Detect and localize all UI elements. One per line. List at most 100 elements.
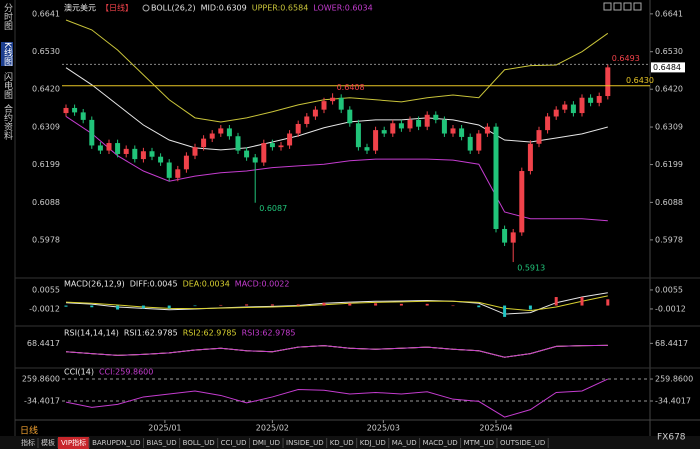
last-price-box [651, 62, 685, 73]
candle-body [106, 143, 112, 151]
bottom-tab[interactable]: 模板 [41, 438, 55, 447]
candle-body [338, 97, 344, 110]
indicator-line [65, 116, 608, 222]
candle-body [476, 133, 482, 151]
macd-bar [141, 305, 145, 309]
y-tick-label: 0.6199 [655, 160, 683, 169]
candle-body [493, 126, 499, 229]
bottom-tab[interactable]: 指标 [21, 438, 35, 447]
candle-body [536, 130, 542, 144]
y-tick-label: 0.5978 [655, 235, 683, 244]
candle-body [588, 97, 594, 103]
bottom-tab[interactable]: BARUPDN_UD [92, 439, 140, 447]
y-tick-label: 0.6530 [655, 47, 683, 56]
bottom-tab[interactable]: KDJ_UD [360, 439, 386, 447]
bottom-tab-bg [58, 437, 90, 449]
x-tick-label: 2025/04 [479, 424, 512, 433]
macd-bar [245, 304, 249, 306]
candle-body [519, 171, 525, 233]
extreme-label: 0.6087 [259, 204, 287, 213]
bottom-tab[interactable]: CCI_UD [221, 439, 247, 447]
candle-body [209, 133, 215, 139]
y-tick-label: 0.6641 [32, 9, 60, 18]
bottom-tab[interactable]: MA_UD [392, 439, 417, 447]
extreme-label: 0.6493 [612, 54, 640, 63]
candle-body [72, 107, 78, 113]
candle-body [579, 97, 585, 114]
candle-body [562, 104, 568, 110]
legend-entry: DEA:0.0034 [183, 280, 230, 289]
side-tab[interactable]: 闪电图 [2, 72, 12, 99]
legend-entry: RSI1:62.9785 [124, 329, 178, 338]
y-tick-label: 0.6309 [655, 123, 683, 132]
toolbar-icon[interactable] [623, 2, 632, 11]
y-tick-label: 0.6641 [655, 9, 683, 18]
panel-title: RSI(14,14,14) [64, 329, 119, 338]
toolbar-icon[interactable] [633, 2, 642, 11]
bottom-tab[interactable]: MTM_UD [464, 439, 494, 447]
candle-body [304, 116, 310, 124]
legend-entry: CCI:259.8600 [99, 368, 153, 377]
panel-title: 澳元美元 [64, 3, 96, 13]
macd-bar [580, 297, 584, 306]
extreme-label: 0.6408 [337, 83, 365, 92]
toolbar-icon[interactable] [603, 2, 612, 11]
candle-body [201, 138, 207, 148]
candle-body [261, 143, 267, 163]
bottom-tab[interactable]: INSIDE_UD [286, 439, 324, 447]
candle-body [149, 151, 155, 157]
bottom-tab[interactable]: BIAS_UD [147, 439, 177, 447]
side-tab[interactable]: K线图 [1, 42, 13, 66]
candle-body [80, 112, 86, 120]
legend-entry: DIFF:0.0045 [130, 280, 178, 289]
panel-title: MACD(26,12,9) [64, 280, 125, 289]
macd-bar [503, 305, 507, 317]
y-tick-label: -34.4017 [655, 397, 691, 406]
macd-bar [167, 305, 171, 309]
candle-body [269, 143, 275, 148]
bottom-tab[interactable]: BOLL_UD [183, 439, 215, 447]
y-tick-label: 68.4417 [655, 339, 688, 348]
candle-body [175, 169, 181, 178]
candle-body [416, 119, 422, 127]
candle-body [97, 145, 103, 151]
macd-bar [399, 303, 403, 306]
panel-title: CCI(14) [64, 368, 94, 377]
y-tick-label: 0.6420 [655, 85, 683, 94]
side-tab[interactable]: 合约资料 [2, 104, 12, 140]
candle-body [347, 109, 353, 124]
candle-body [226, 128, 232, 137]
candle-body [123, 148, 129, 154]
bottom-bar [0, 436, 700, 449]
candle-body [596, 96, 602, 103]
y-tick-label: 0.6199 [32, 160, 60, 169]
candle-body [398, 123, 404, 129]
candle-body [450, 128, 456, 134]
candle-body [218, 128, 224, 134]
bottom-tab[interactable]: DMI_UD [253, 439, 281, 447]
bottom-tab[interactable]: OUTSIDE_UD [500, 439, 545, 447]
candle-body [192, 147, 198, 156]
bottom-tab[interactable]: KD_UD [330, 439, 354, 447]
indicator-line [65, 292, 608, 315]
bottom-tab[interactable]: MACD_UD [423, 439, 458, 447]
y-tick-label: 0.0055 [32, 285, 60, 294]
candle-body [252, 157, 258, 163]
bottom-tab[interactable]: VIP指标 [61, 438, 86, 447]
macd-bar [270, 304, 274, 306]
candle-body [330, 97, 336, 102]
side-tab[interactable]: 分时图 [2, 3, 12, 30]
candle-body [89, 119, 95, 146]
period-selector[interactable]: 日线 [20, 425, 38, 437]
last-price-label: 0.6484 [653, 63, 681, 72]
indicator-line [65, 378, 609, 418]
reference-label: 0.6430 [626, 76, 654, 85]
toolbar-icon[interactable] [613, 2, 622, 11]
candle-body [467, 136, 473, 151]
indicator-line [65, 67, 608, 151]
legend-icon[interactable] [142, 4, 150, 12]
indicator-line [65, 19, 609, 123]
candle-body [502, 228, 508, 243]
candle-body [553, 109, 559, 117]
candle-body [605, 67, 611, 97]
